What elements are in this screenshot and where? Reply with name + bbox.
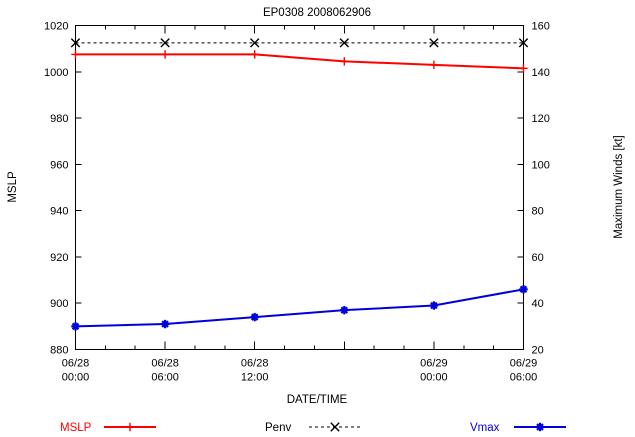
legend-item-penv[interactable]: Penv	[265, 422, 361, 434]
series-line-vmax	[75, 288, 524, 328]
y2-axis-title: Maximum Winds [kt]	[613, 135, 625, 239]
star-marker	[161, 320, 169, 328]
cross-marker	[330, 422, 340, 432]
legend-label-penv: Penv	[265, 422, 291, 434]
left-axis: 880 900 920 940 960 980 1000 1020	[44, 21, 82, 357]
y-tick-label-900: 900	[50, 298, 68, 310]
x-tick-label-date-2: 06/28	[241, 358, 269, 370]
legend-item-mslp[interactable]: MSLP	[60, 422, 156, 434]
y2-tick-label-160: 160	[532, 21, 550, 33]
y-tick-label-980: 980	[50, 113, 68, 125]
x-tick-label-date-4: 06/29	[420, 358, 448, 370]
x-tick-label-time-5: 06:00	[510, 372, 538, 384]
y2-tick-label-100: 100	[532, 159, 550, 171]
series-mslp	[71, 50, 528, 73]
y-axis-title: MSLP	[7, 171, 19, 203]
cross-marker	[339, 38, 349, 48]
cross-marker	[250, 38, 260, 48]
legend-item-vmax[interactable]: Vmax	[470, 422, 566, 434]
y2-tick-label-140: 140	[532, 67, 550, 79]
star-marker	[519, 285, 528, 294]
series-line-mslp	[75, 53, 524, 70]
y-tick-label-1020: 1020	[44, 21, 68, 33]
right-axis: 20 40 60 80 100 120 140 160	[517, 21, 550, 357]
cross-marker	[518, 38, 529, 48]
cross-marker	[160, 38, 170, 48]
y-tick-label-940: 940	[50, 206, 68, 218]
y-tick-label-960: 960	[50, 159, 68, 171]
x-tick-label-time-0: 00:00	[62, 372, 90, 384]
x-tick-label-date-1: 06/28	[151, 358, 179, 370]
cross-marker	[70, 38, 81, 48]
y-tick-label-880: 880	[50, 345, 68, 357]
star-marker	[250, 313, 259, 321]
y2-tick-label-120: 120	[532, 113, 550, 125]
y-tick-label-920: 920	[50, 252, 68, 264]
series-penv	[70, 38, 529, 48]
star-marker	[340, 306, 349, 314]
x-tick-label-date-5: 06/29	[510, 358, 538, 370]
x-tick-label-time-4: 00:00	[420, 372, 448, 384]
chart-legend: MSLP Penv Vmax	[60, 422, 566, 434]
x-tick-label-time-1: 06:00	[151, 372, 179, 384]
star-marker	[71, 322, 80, 331]
y2-tick-label-40: 40	[532, 298, 544, 310]
x-axis: 06/28 00:00 06/28 06:00 06/28 12:00 06/29 00:00…	[62, 25, 538, 384]
y2-tick-label-80: 80	[532, 206, 544, 218]
cross-marker	[429, 38, 439, 48]
x-tick-label-date-0: 06/28	[62, 358, 90, 370]
y-tick-label-1000: 1000	[44, 67, 68, 79]
plot-border	[75, 25, 524, 350]
legend-label-vmax: Vmax	[470, 422, 500, 434]
legend-label-mslp: MSLP	[60, 422, 92, 434]
series-vmax	[71, 285, 528, 331]
data-series-group	[70, 38, 529, 331]
star-marker	[430, 301, 438, 310]
y2-tick-label-60: 60	[532, 252, 544, 264]
star-marker	[536, 423, 544, 431]
plot-frame	[75, 25, 524, 350]
x-axis-title: DATE/TIME	[287, 394, 348, 406]
x-tick-label-time-2: 12:00	[241, 372, 269, 384]
chart-title: EP0308 2008062906	[263, 7, 371, 19]
y2-tick-label-20: 20	[532, 345, 544, 357]
